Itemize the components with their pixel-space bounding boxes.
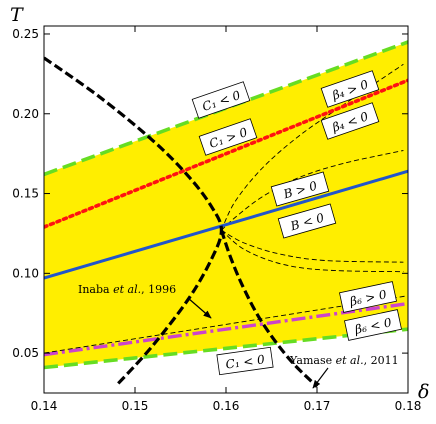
- x-tick-label: 0.14: [31, 399, 58, 413]
- y-tick-label: 0.20: [12, 107, 39, 121]
- annotation-inaba: Inaba et al., 1996: [78, 283, 212, 319]
- line-beta6: [44, 301, 408, 357]
- y-tick-label: 0.10: [12, 266, 39, 280]
- yamase-curve: [219, 229, 319, 388]
- label-beta6-neg: β₆ < 0: [344, 309, 402, 341]
- x-tick-label: 0.15: [122, 399, 149, 413]
- label-beta6-pos: β₆ > 0: [339, 281, 397, 313]
- svg-text:Inaba et al., 1996: Inaba et al., 1996: [78, 283, 176, 296]
- x-tick-label: 0.17: [304, 399, 331, 413]
- yamase-arrow: [312, 367, 329, 389]
- svg-text:C₁ < 0: C₁ < 0: [225, 352, 266, 371]
- thin-curve-3: [221, 229, 404, 263]
- line-b: [44, 169, 408, 280]
- y-axis-label: T: [10, 4, 24, 26]
- y-tick-label: 0.05: [12, 346, 39, 360]
- line-beta4: [44, 78, 408, 229]
- label-c1-lower: C₁ < 0: [216, 346, 274, 376]
- annotation-yamase: Yamase et al., 2011: [289, 354, 399, 389]
- x-tick-label: 0.16: [213, 399, 240, 413]
- x-tick-label: 0.18: [395, 399, 422, 413]
- inaba-curve: [44, 56, 224, 387]
- y-tick-label: 0.15: [12, 187, 39, 201]
- y-axis-ticks: 0.05 0.10 0.15 0.20 0.25: [12, 27, 408, 360]
- thin-curve-4: [221, 229, 404, 273]
- svg-text:Yamase et al., 2011: Yamase et al., 2011: [289, 354, 399, 367]
- y-tick-label: 0.25: [12, 27, 39, 41]
- inaba-arrow: [187, 297, 212, 319]
- x-axis-label: δ: [418, 381, 429, 403]
- x-axis-ticks: 0.14 0.15 0.16 0.17 0.18: [31, 26, 422, 413]
- label-b-pos: B > 0: [270, 171, 330, 207]
- label-b-neg: B < 0: [277, 203, 337, 239]
